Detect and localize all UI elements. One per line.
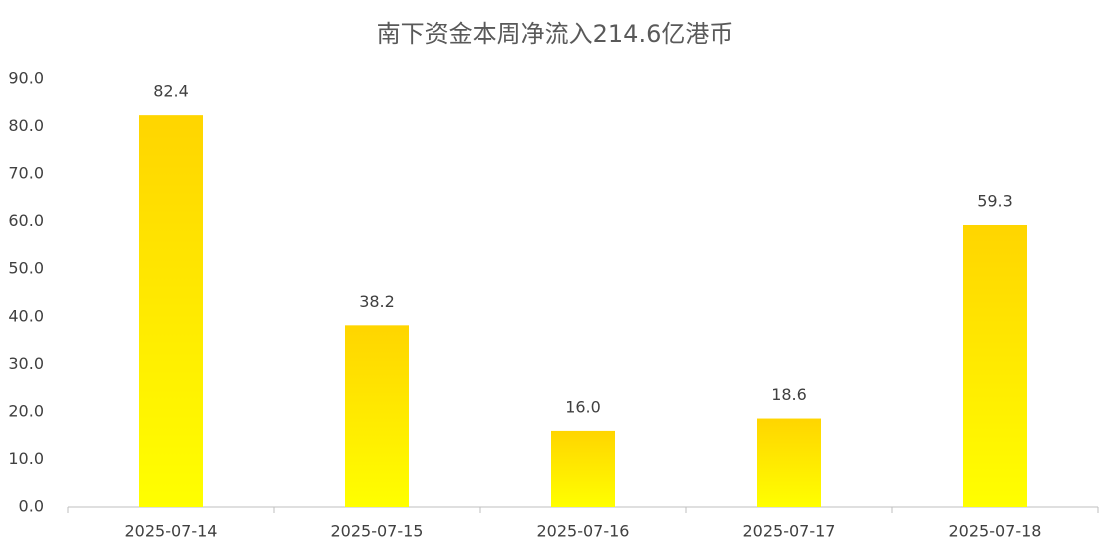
x-tick-label: 2025-07-15	[331, 522, 424, 541]
bar	[551, 430, 615, 507]
value-label: 16.0	[565, 397, 601, 416]
y-tick-label: 70.0	[8, 164, 44, 183]
x-tick-label: 2025-07-16	[537, 522, 630, 541]
y-tick-label: 40.0	[8, 306, 44, 325]
y-tick-label: 90.0	[8, 69, 44, 88]
x-tick-label: 2025-07-14	[125, 522, 218, 541]
value-label: 59.3	[977, 191, 1013, 210]
y-tick-label: 50.0	[8, 259, 44, 278]
y-tick-label: 0.0	[19, 497, 44, 516]
y-tick-label: 30.0	[8, 354, 44, 373]
y-tick-label: 10.0	[8, 449, 44, 468]
bar	[139, 115, 203, 508]
x-tick-label: 2025-07-17	[743, 522, 836, 541]
y-tick-label: 80.0	[8, 116, 44, 135]
chart-title: 南下资金本周净流入214.6亿港币	[377, 20, 734, 48]
bar	[963, 224, 1027, 508]
value-label: 18.6	[771, 385, 807, 404]
y-tick-label: 60.0	[8, 211, 44, 230]
bar	[345, 325, 409, 507]
value-label: 82.4	[153, 82, 189, 101]
x-tick-label: 2025-07-18	[949, 522, 1042, 541]
value-label: 38.2	[359, 292, 395, 311]
y-tick-label: 20.0	[8, 401, 44, 420]
bar	[757, 418, 821, 507]
